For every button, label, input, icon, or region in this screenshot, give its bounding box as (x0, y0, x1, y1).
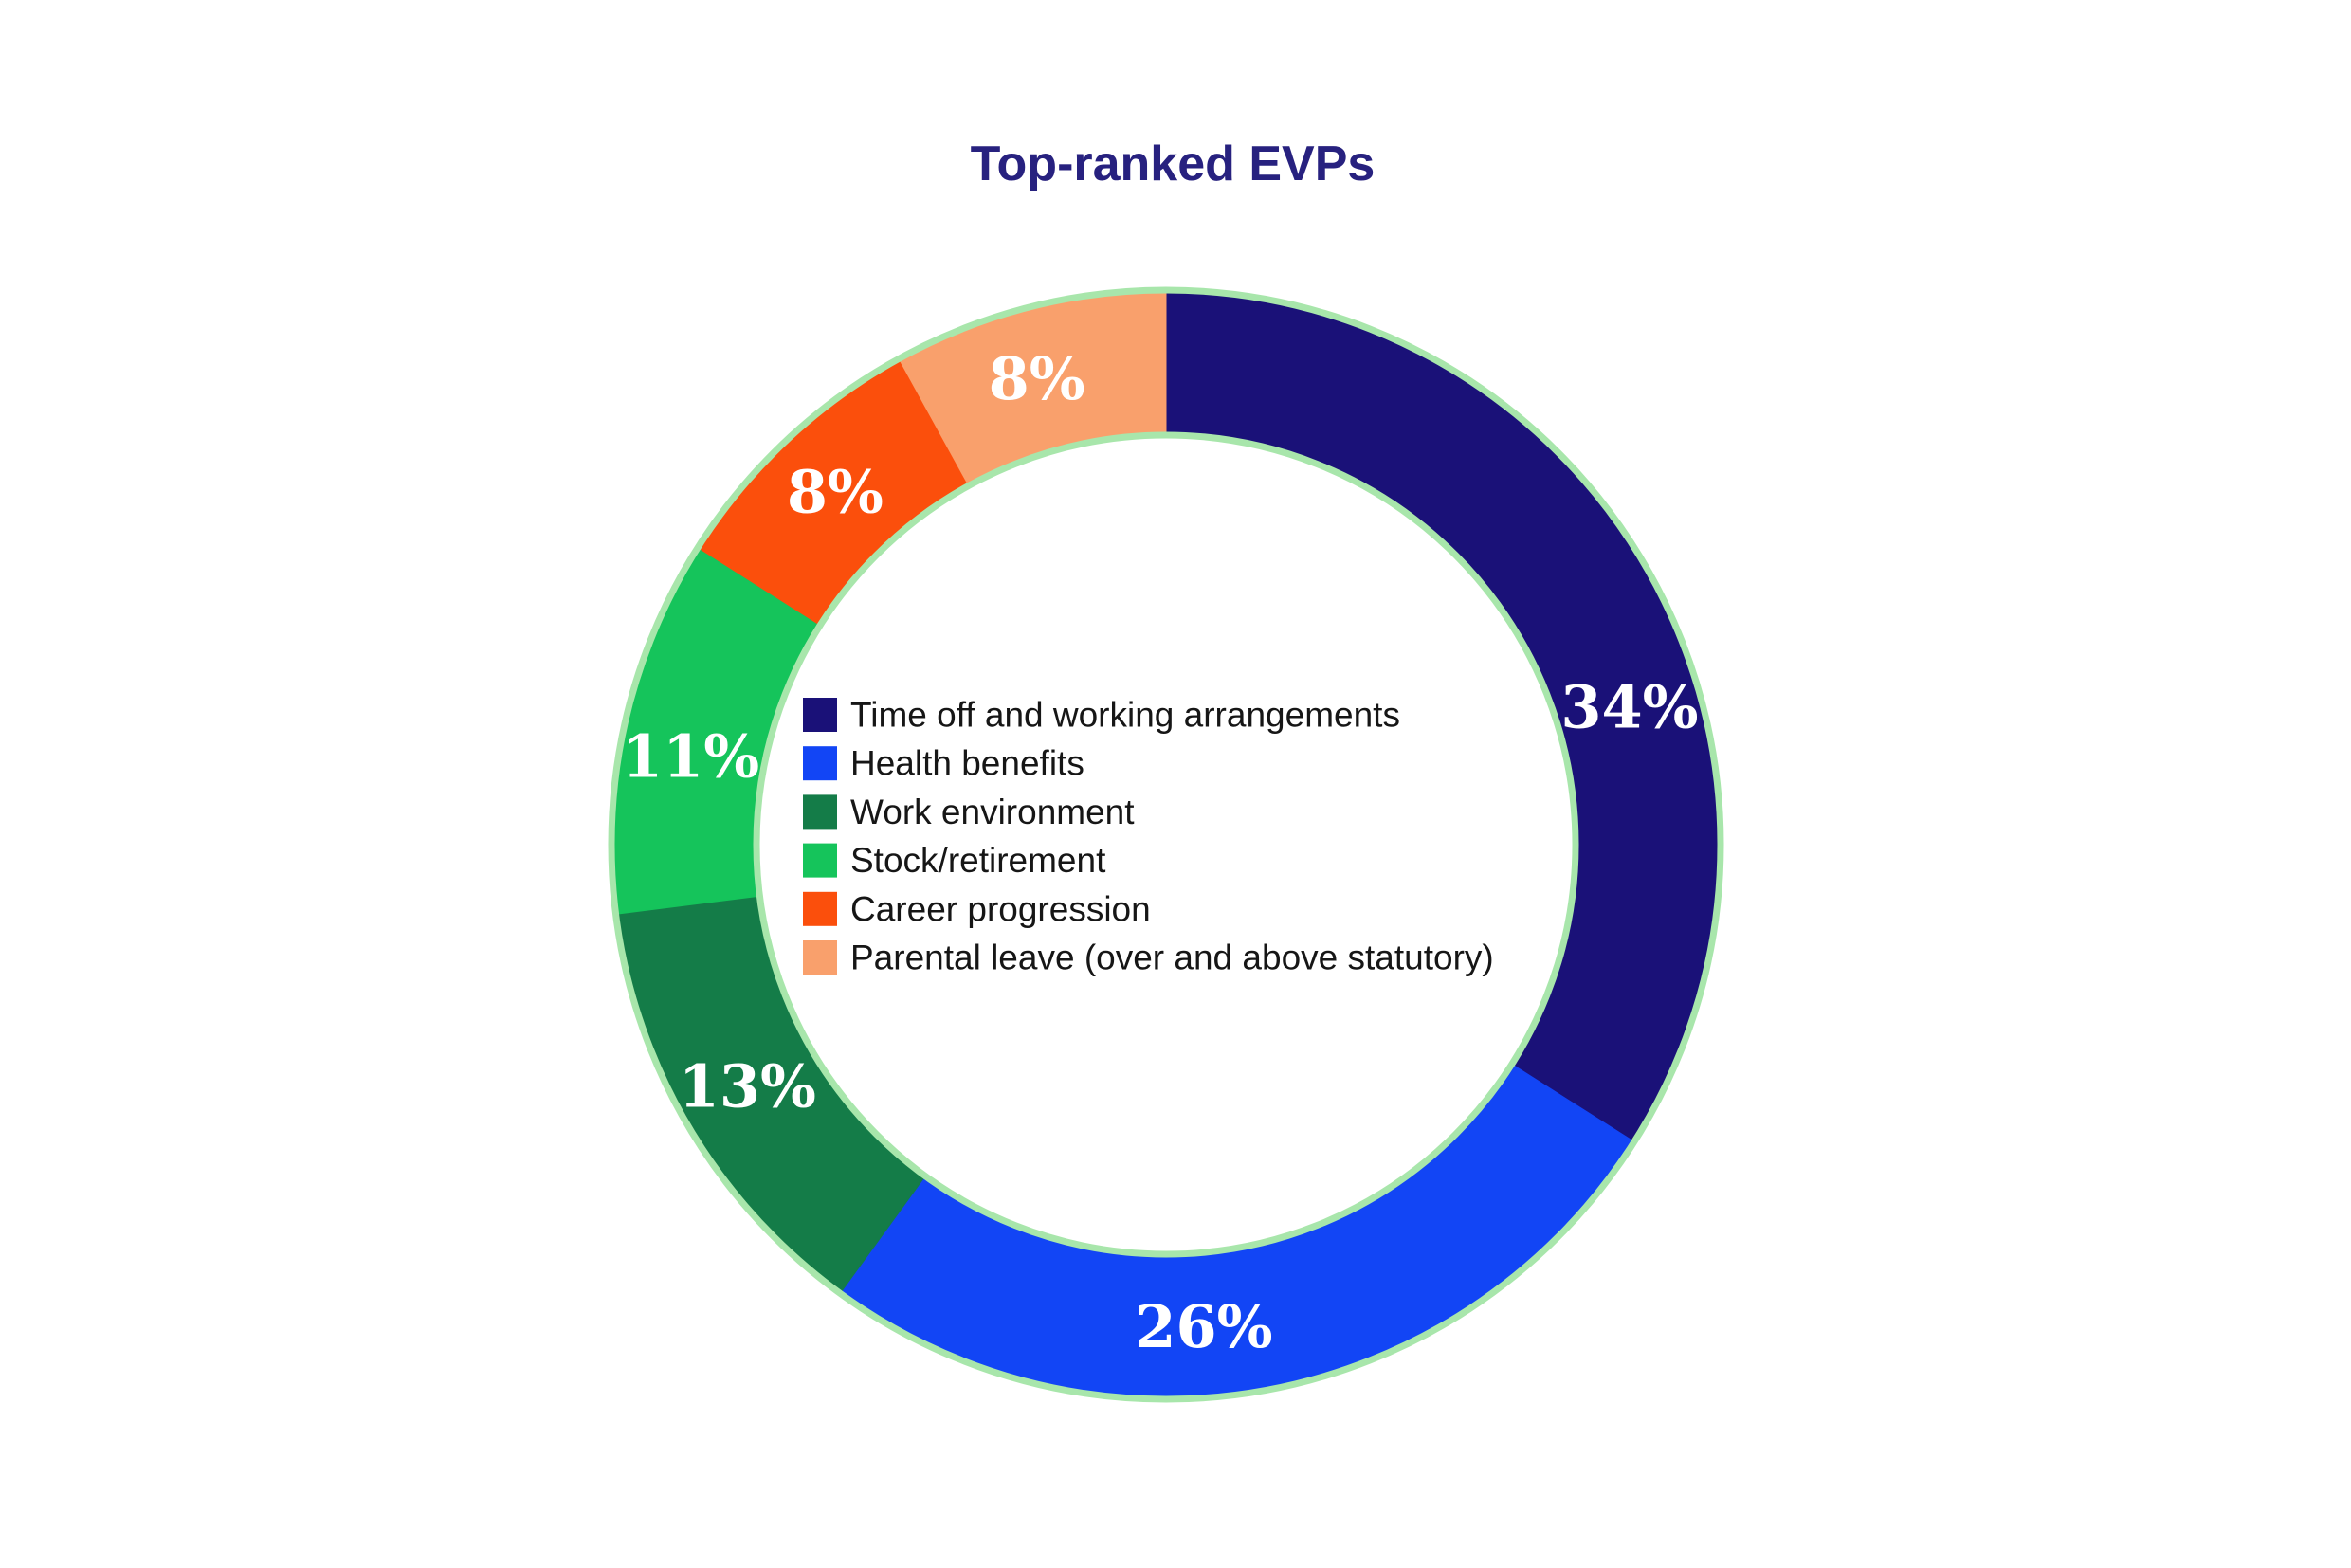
legend-swatch (803, 794, 837, 830)
legend-swatch (803, 843, 837, 878)
legend-item: Time off and working arrangements (803, 696, 1400, 735)
legend-item: Stock/retirement (803, 841, 1106, 880)
slice-percent-label: 8% (787, 458, 884, 527)
legend-swatch (803, 891, 837, 926)
legend-item: Health benefits (803, 744, 1084, 783)
donut-slices (611, 289, 1722, 1400)
legend-swatch (803, 746, 837, 781)
legend-label: Health benefits (850, 744, 1084, 783)
donut-inner-outline (753, 431, 1579, 1258)
slice-percent-label: 8% (989, 344, 1085, 413)
legend-swatch (803, 698, 837, 732)
slice-percent-label: 11% (622, 722, 759, 792)
chart-legend: Time off and working arrangements Health … (803, 696, 1494, 977)
legend-label: Stock/retirement (850, 841, 1106, 880)
legend-swatch (803, 940, 837, 975)
legend-item: Parental leave (over and above statutory… (803, 939, 1494, 977)
legend-label: Career progression (850, 889, 1151, 928)
slice-percent-label: 13% (679, 1052, 816, 1121)
legend-item: Work environment (803, 793, 1135, 831)
legend-label: Time off and working arrangements (850, 696, 1400, 735)
legend-item: Career progression (803, 889, 1151, 928)
donut-outer-outline (608, 286, 1724, 1403)
slice-percent-labels: 34% 26% 13% 11% 8% 8% (622, 344, 1699, 1361)
chart-title: Top-ranked EVPs (971, 137, 1376, 191)
slice-percent-label: 34% (1560, 673, 1698, 742)
legend-label: Parental leave (over and above statutory… (850, 939, 1494, 977)
legend-label: Work environment (850, 793, 1135, 831)
slice-percent-label: 26% (1135, 1292, 1272, 1361)
